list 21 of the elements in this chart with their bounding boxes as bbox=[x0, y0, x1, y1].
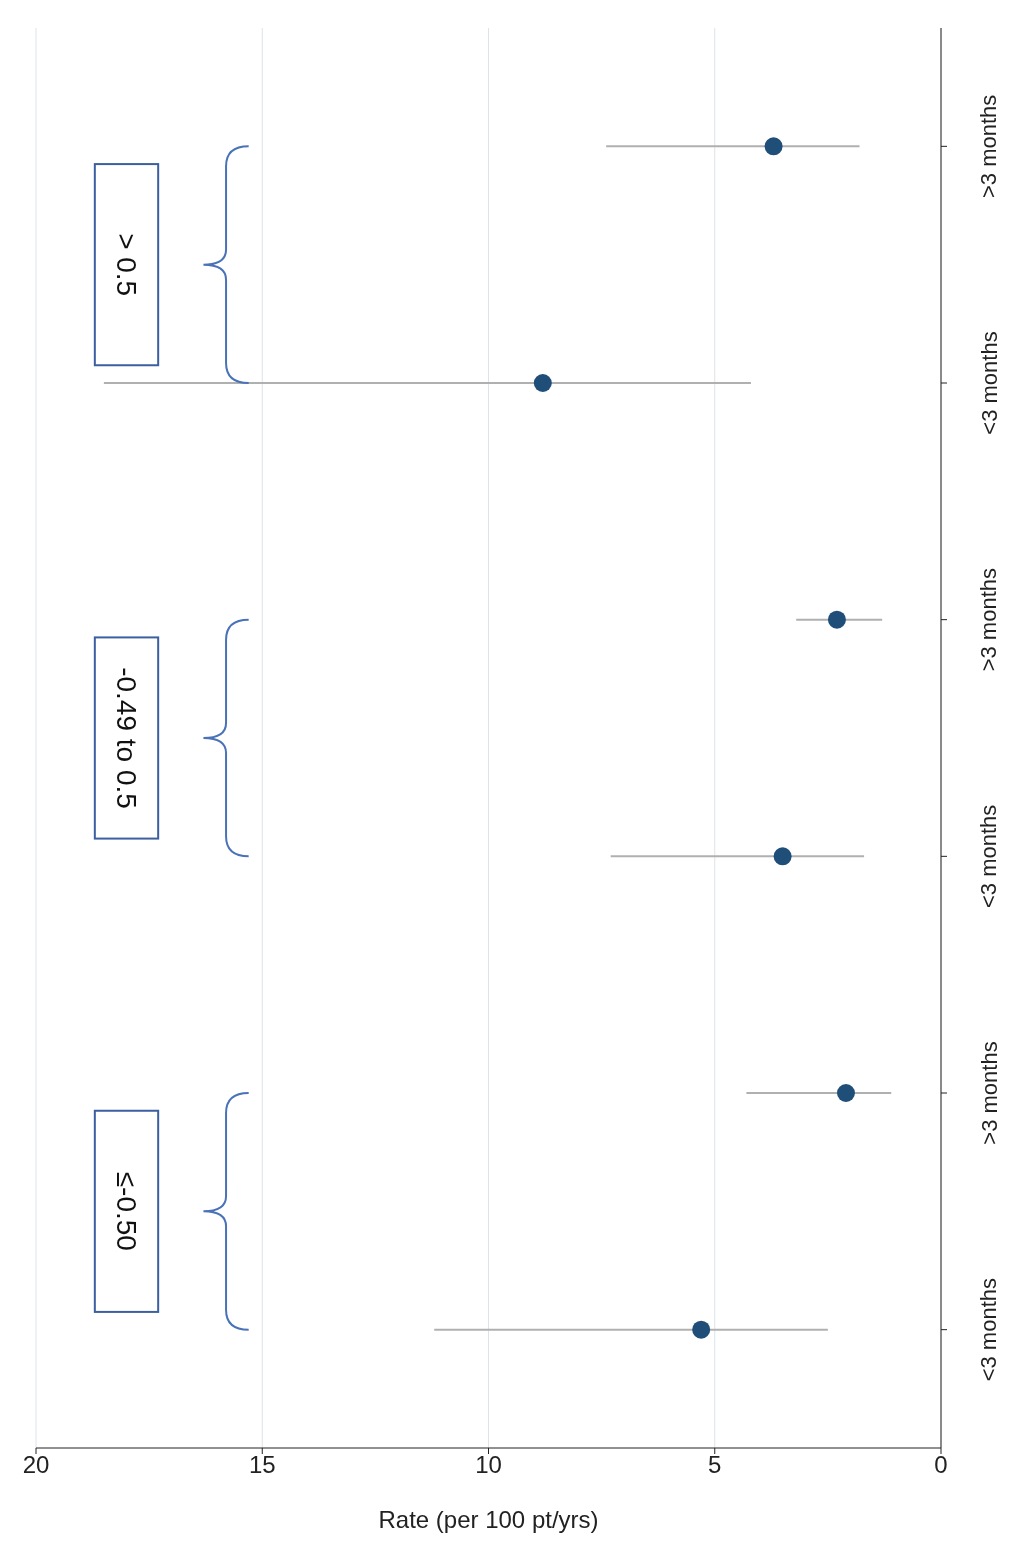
point bbox=[692, 1320, 711, 1339]
y-tick-label: >3 months bbox=[976, 567, 1002, 672]
y-tick-label: <3 months bbox=[976, 331, 1002, 435]
point bbox=[836, 1084, 855, 1102]
x-axis-title: Rate (per 100 pt/yrs) bbox=[378, 1506, 599, 1533]
point bbox=[827, 610, 846, 629]
y-tick-label: <3 months bbox=[976, 1277, 1002, 1382]
annotation: > 0.5 bbox=[111, 233, 142, 297]
x-tick-label: 0 bbox=[934, 1451, 948, 1479]
y-tick-label: >3 months bbox=[976, 1041, 1002, 1145]
y-tick-label: <3 months bbox=[976, 804, 1002, 909]
annotation: ≤-0.50 bbox=[111, 1171, 142, 1251]
x-tick-label: 15 bbox=[248, 1451, 276, 1479]
x-tick-label: 20 bbox=[22, 1451, 50, 1479]
point bbox=[764, 137, 783, 156]
point bbox=[773, 847, 792, 866]
x-tick-label: 5 bbox=[708, 1451, 722, 1479]
point bbox=[533, 374, 552, 392]
annotation: -0.49 to 0.5 bbox=[111, 667, 142, 809]
x-tick-label: 10 bbox=[475, 1451, 502, 1479]
y-tick-label: >3 months bbox=[976, 94, 1002, 199]
